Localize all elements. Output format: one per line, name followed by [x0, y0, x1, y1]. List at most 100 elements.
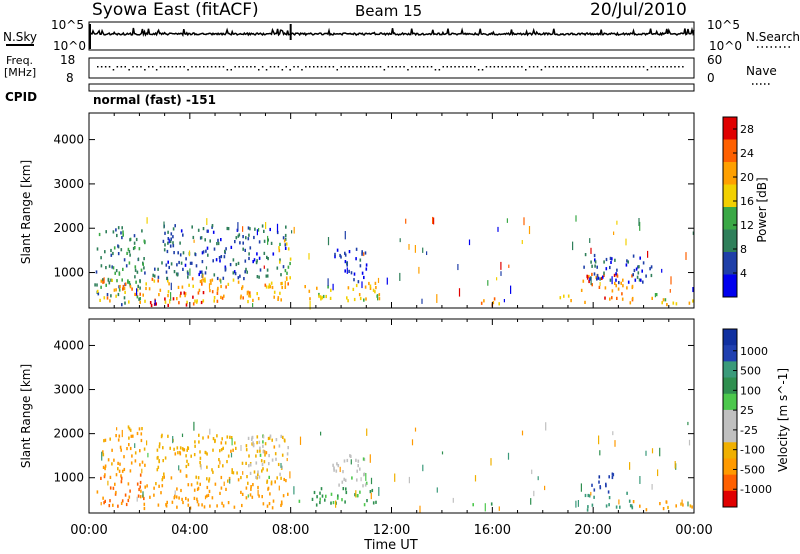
echo-cell: [582, 279, 585, 283]
echo-cell: [309, 297, 311, 301]
freq-point: [383, 69, 386, 71]
echo-cell: [626, 286, 628, 290]
echo-cell: [128, 261, 131, 265]
echo-cell: [408, 476, 410, 484]
echo-cell: [196, 487, 199, 491]
echo-cell: [134, 246, 136, 250]
echo-cell: [350, 454, 352, 458]
colorbar-swatch: [723, 490, 737, 508]
echo-cell: [278, 444, 281, 448]
echo-cell: [584, 253, 587, 257]
echo-cell: [213, 273, 216, 277]
echo-cell: [127, 425, 130, 429]
echo-cell: [651, 448, 654, 454]
freq-point: [411, 66, 413, 68]
echo-cell: [369, 286, 372, 290]
echo-cell: [604, 286, 607, 290]
echo-cell: [172, 235, 174, 239]
y-tick-label: 2000: [53, 427, 84, 441]
freq-point: [403, 66, 405, 68]
date-title: 20/Jul/2010: [590, 0, 687, 20]
echo-cell: [171, 500, 174, 504]
freq-point: [360, 66, 362, 68]
echo-cell: [484, 503, 486, 512]
echo-cell: [617, 287, 620, 291]
cpid-panel: [88, 83, 695, 92]
x-tick-label: 00:00: [675, 523, 712, 538]
echo-cell: [194, 299, 196, 303]
echo-cell: [210, 281, 212, 285]
freq-point: [155, 69, 158, 71]
echo-cell: [152, 273, 154, 277]
echo-region: [278, 239, 292, 280]
freq-point: [580, 66, 582, 68]
echo-cell: [261, 469, 263, 473]
echo-cell: [260, 459, 263, 463]
freq-point: [583, 66, 586, 68]
echo-cell: [115, 228, 117, 232]
echo-cell: [185, 464, 188, 469]
y-tick-label: 2000: [53, 221, 84, 235]
echo-cell: [293, 226, 295, 234]
echo-cell: [249, 463, 252, 467]
echo-cell: [143, 239, 146, 243]
freq-point: [442, 66, 444, 68]
echo-cell: [229, 435, 231, 439]
colorbar-swatch: [723, 184, 737, 208]
echo-cell: [657, 469, 659, 477]
echo-cell: [119, 445, 122, 449]
echo-cell: [157, 503, 160, 507]
freq-point: [525, 69, 527, 71]
echo-cell: [249, 493, 252, 497]
freq-point: [544, 66, 547, 68]
echo-cell: [320, 431, 322, 436]
echo-cell: [362, 484, 364, 488]
echo-cell: [258, 440, 261, 444]
echo-cell: [289, 276, 291, 280]
echo-cell: [199, 270, 201, 274]
echo-cell: [273, 290, 276, 294]
echo-cell: [130, 461, 133, 465]
echo-cell: [206, 485, 209, 490]
y-tick-label: 1000: [53, 266, 84, 280]
echo-cell: [358, 293, 361, 297]
echo-cell: [218, 458, 220, 462]
x-tick-label: 16:00: [474, 523, 511, 538]
echo-cell: [239, 274, 241, 278]
echo-cell: [110, 294, 112, 298]
echo-cell: [621, 297, 624, 301]
echo-cell: [278, 246, 280, 250]
echo-cell: [251, 437, 253, 441]
echo-cell: [100, 279, 103, 283]
echo-cell: [202, 274, 204, 281]
echo-cell: [192, 302, 195, 306]
echo-cell: [616, 220, 618, 225]
echo-cell: [228, 476, 231, 481]
echo-cell: [255, 461, 258, 465]
echo-cell: [208, 283, 211, 289]
freq-point: [611, 66, 613, 68]
echo-cell: [575, 215, 577, 222]
echo-cell: [355, 247, 358, 251]
echo-cell: [175, 495, 178, 499]
echo-cell: [344, 231, 346, 240]
echo-cell: [637, 265, 639, 269]
echo-cell: [169, 299, 171, 304]
echo-cell: [332, 463, 334, 467]
echo-cell: [271, 285, 274, 290]
echo-cell: [370, 477, 373, 485]
echo-cell: [355, 257, 357, 261]
time-x-axis: 00:00 04:00 08:00 12:00 16:00 20:00 00:00: [70, 523, 712, 538]
echo-cell: [280, 434, 282, 438]
echo-cell: [632, 273, 634, 277]
echo-cell: [356, 494, 359, 498]
freq-point: [332, 66, 335, 68]
freq-point: [136, 66, 138, 68]
echo-cell: [180, 229, 183, 233]
echo-cell: [586, 274, 588, 278]
freq-point: [242, 66, 244, 68]
echo-cell: [257, 297, 260, 301]
echo-cell: [108, 281, 111, 285]
echo-cell: [598, 285, 601, 289]
echo-cell: [205, 451, 207, 455]
